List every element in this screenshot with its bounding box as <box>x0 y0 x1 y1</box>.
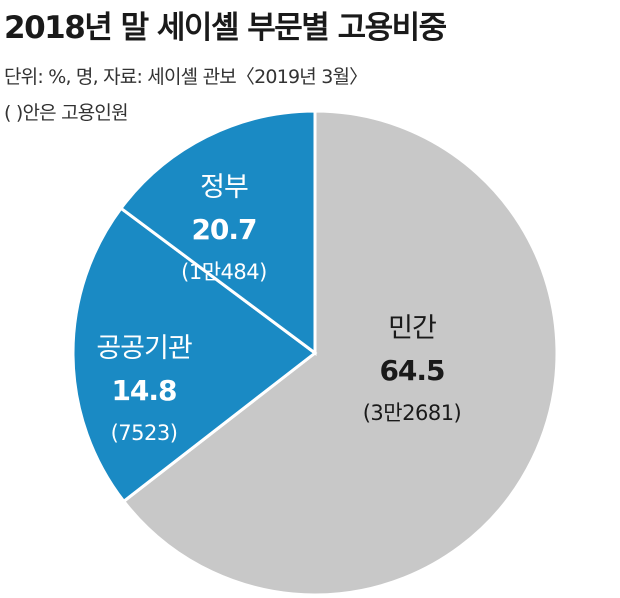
slice-label-public_institutions: 공공기관 <box>96 333 192 364</box>
pie-slice-public_institutions <box>118 109 317 356</box>
slice-value-private: 64.5 <box>379 354 444 387</box>
pie-slices <box>71 109 559 597</box>
slice-value-public_institutions: 14.8 <box>111 374 176 407</box>
parenthesis-note: ( )안은 고용인원 <box>4 102 129 124</box>
slice-label-private: 민간 <box>388 313 436 344</box>
chart-title: 2018년 말 세이셸 부문별 고용비중 <box>4 10 447 46</box>
slice-count-government: (1만484) <box>181 260 267 284</box>
slice-value-government: 20.7 <box>191 213 256 246</box>
slice-label-government: 정부 <box>200 172 248 203</box>
pie-slice-government <box>71 206 318 504</box>
unit-source-note: 단위: %, 명, 자료: 세이셸 관보〈2019년 3월〉 <box>4 66 368 88</box>
pie-slice-private <box>121 109 559 597</box>
pie-labels: 민간 64.5 (3만2681) 정부 20.7 (1만484) 공공기관 14.8 (7523… <box>96 172 461 445</box>
slice-count-private: (3만2681) <box>363 401 462 425</box>
slice-count-public_institutions: (7523) <box>111 421 178 445</box>
